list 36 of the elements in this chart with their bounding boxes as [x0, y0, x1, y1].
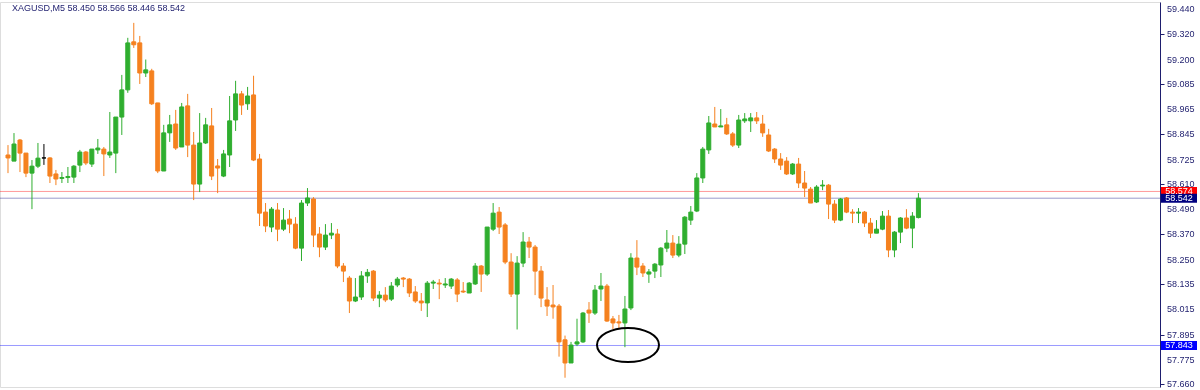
y-tick-label: 59.440 — [1167, 3, 1195, 14]
y-tick-label: 58.250 — [1167, 254, 1195, 265]
candlestick — [670, 234, 676, 259]
candlestick — [436, 278, 442, 300]
candlestick — [239, 90, 245, 116]
candlestick — [269, 206, 275, 233]
candlestick — [245, 86, 251, 111]
y-tick-label: 58.370 — [1167, 229, 1195, 240]
y-tick-label: 58.610 — [1167, 178, 1195, 189]
candlestick — [760, 114, 766, 138]
chart-title: XAGUSD,M5 58.450 58.566 58.446 58.542 — [12, 3, 186, 13]
y-tick-label: 57.775 — [1167, 354, 1195, 365]
y-tick-label: 58.965 — [1167, 104, 1195, 115]
y-tick-label: 57.895 — [1167, 329, 1195, 340]
y-tick-label: 58.490 — [1167, 204, 1195, 215]
y-tick-label: 59.320 — [1167, 29, 1195, 40]
candlestick — [41, 143, 47, 166]
candlestick — [275, 202, 281, 242]
candlestick — [586, 301, 592, 324]
candlestick — [77, 149, 83, 173]
y-tick-label: 57.660 — [1167, 379, 1195, 390]
candlestick — [5, 144, 11, 174]
ref-line-label: 57.843 — [1165, 340, 1193, 351]
y-tick-label: 58.015 — [1167, 304, 1195, 315]
y-tick-label: 58.845 — [1167, 129, 1195, 140]
candlestick — [281, 207, 287, 232]
y-tick-label: 58.135 — [1167, 278, 1195, 289]
y-tick-label: 59.200 — [1167, 54, 1195, 65]
candlestick — [346, 275, 352, 314]
candlestick — [712, 106, 718, 128]
y-tick-label: 59.085 — [1167, 78, 1195, 89]
candlestick — [101, 146, 107, 177]
y-tick-label: 58.725 — [1167, 154, 1195, 165]
candlestick — [478, 264, 484, 293]
candlestick — [11, 132, 17, 162]
ref-line-label: 58.542 — [1165, 193, 1193, 204]
